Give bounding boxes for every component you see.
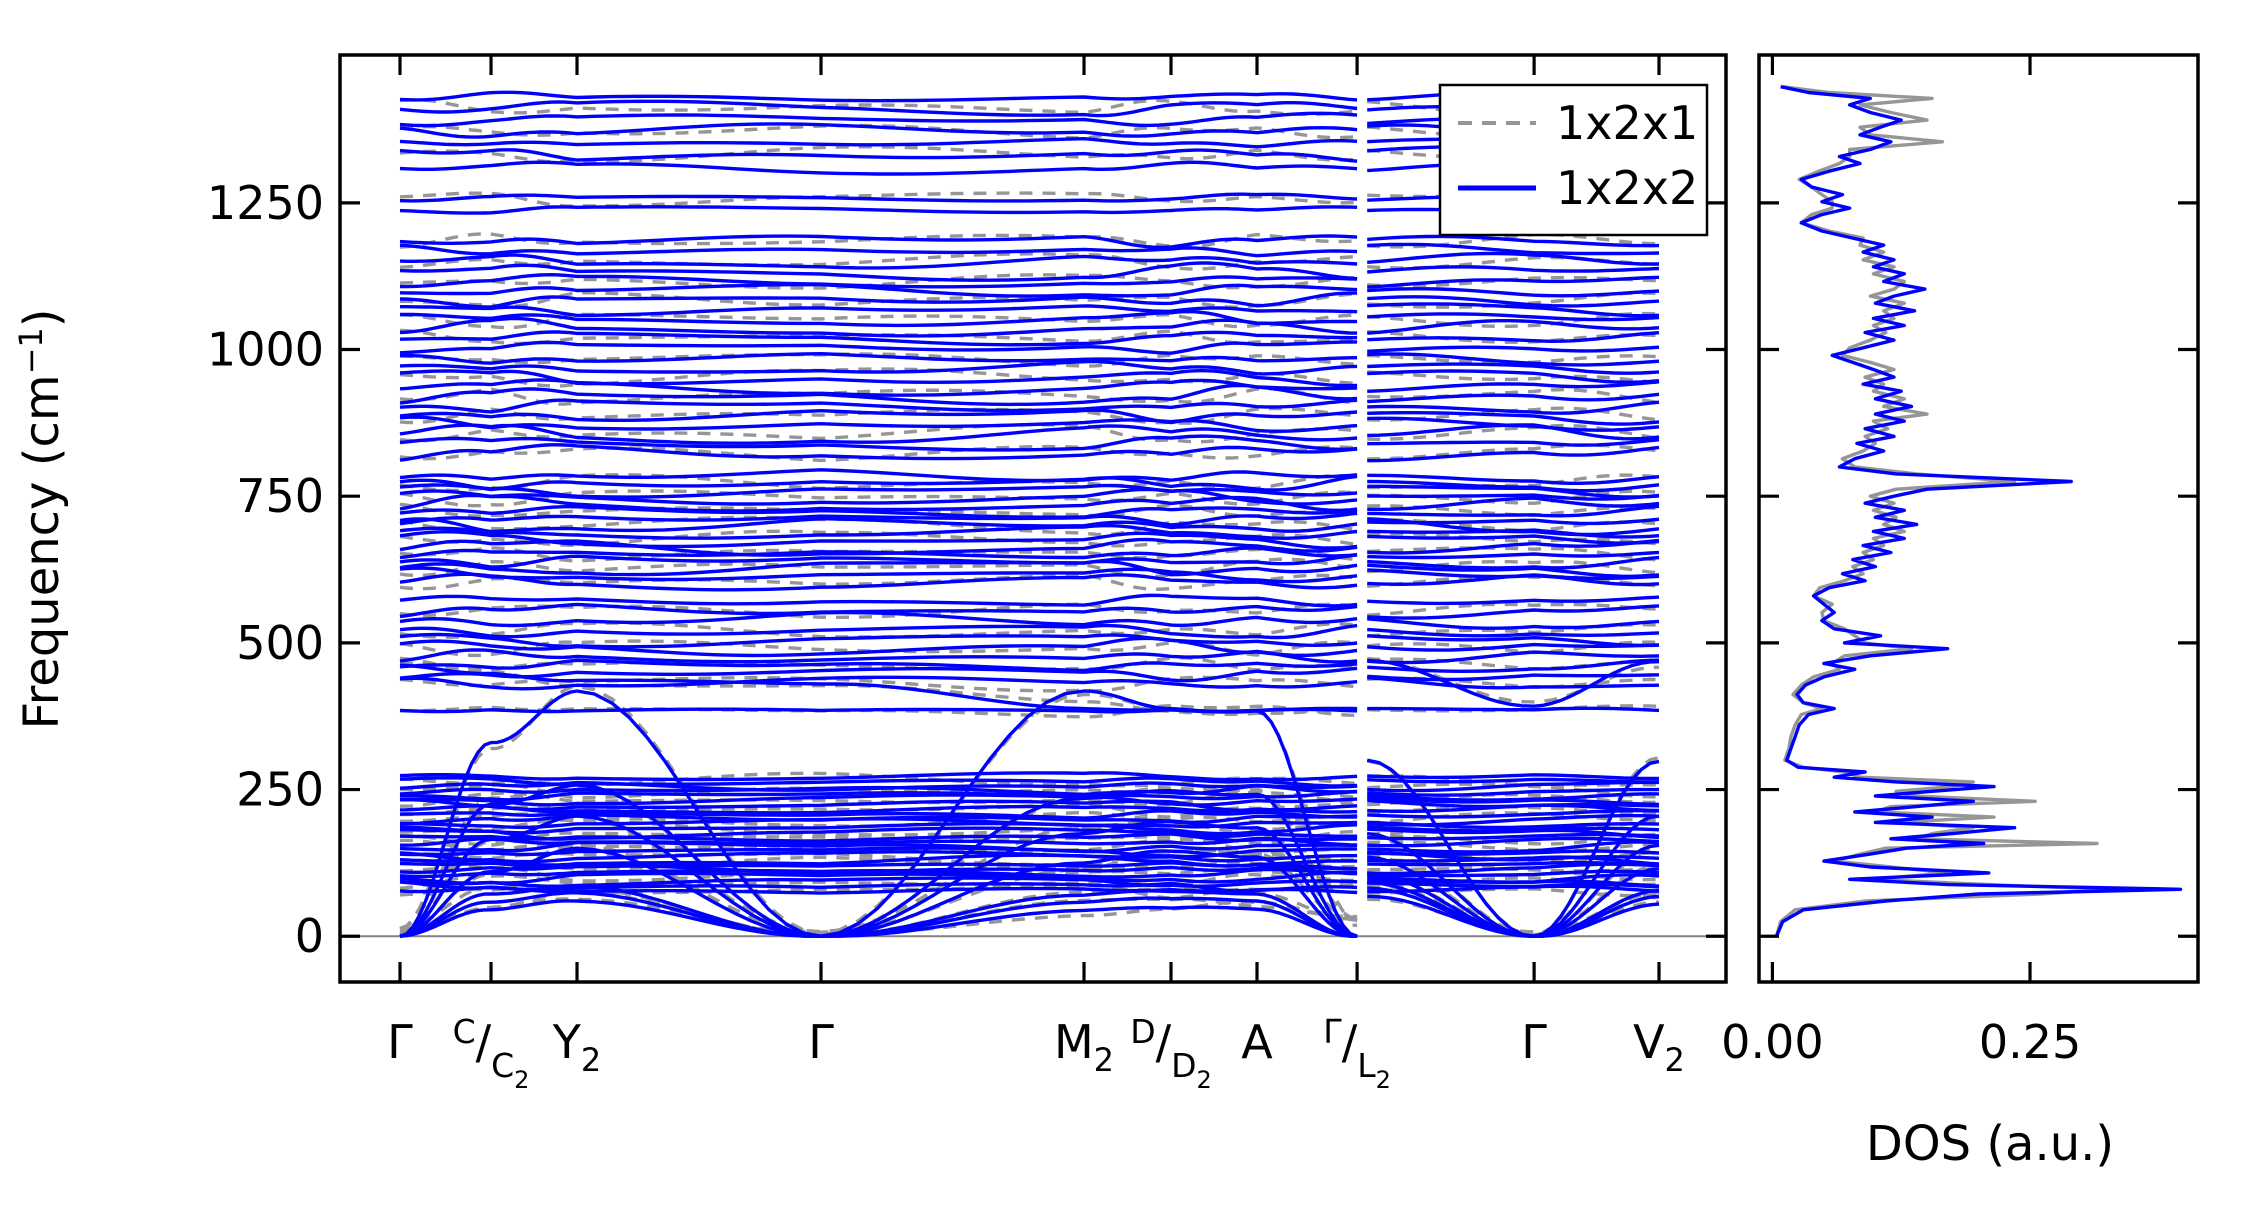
y-tick-label: 0 [295,909,324,963]
band-line-1x2x2 [399,813,1660,827]
band-line-1x2x2 [399,359,1660,376]
legend-label-1x2x1: 1x2x1 [1556,96,1698,150]
band-line-1x2x2 [399,234,1660,249]
band-line-1x2x1 [399,529,1660,548]
y-axis-label: Frequency (cm−1) [12,308,70,729]
band-line-1x2x2 [399,840,1660,854]
k-point-label: Y2 [552,1015,601,1079]
band-line-1x2x2 [399,352,1660,367]
band-line-1x2x2 [399,330,1660,347]
band-line-1x2x2 [399,368,1660,388]
y-tick-label: 750 [236,469,324,523]
band-line-1x2x2 [399,821,1660,836]
band-line-1x2x2 [399,675,1660,691]
dos-tick-label: 0.00 [1721,1015,1823,1069]
band-panel-frame [338,53,1728,984]
band-line-1x2x2 [399,434,1660,452]
k-point-label: D/D2 [1130,1012,1212,1094]
band-line-1x2x2 [399,474,1660,493]
band-line-1x2x2 [399,566,1660,584]
band-line-1x2x2 [399,504,1660,519]
band-line-1x2x2 [399,273,1660,289]
dos-x-axis-label: DOS (a.u.) [1866,1116,2114,1172]
dos-curve-1x2x2 [1774,85,2183,937]
band-line-1x2x2 [399,398,1660,415]
band-line-1x2x1 [400,290,1660,309]
band-line-1x2x2 [399,553,1660,570]
legend-box [1438,83,1709,237]
axis-ticks [340,55,2198,982]
band-line-1x2x2 [399,415,1660,433]
band-line-1x2x2 [399,530,1660,550]
band-line-1x2x2 [399,283,1660,298]
legend-label-1x2x2: 1x2x2 [1556,161,1698,215]
dos-panel-content [1774,85,2183,937]
band-line-1x2x2 [399,408,1660,426]
dos-panel-frame [1757,53,2200,984]
k-point-label: C/C2 [453,1012,530,1094]
band-line-1x2x1 [399,311,1660,330]
band-line-1x2x2 [399,658,1660,673]
band-line-1x2x2 [399,602,1660,620]
band-line-1x2x2 [399,378,1660,397]
k-point-label: V2 [1633,1015,1685,1079]
band-line-1x2x2 [399,261,1660,282]
band-line-1x2x2 [399,242,1660,258]
band-line-1x2x2 [399,610,1660,630]
dos-tick-label: 0.25 [1979,1015,2081,1069]
k-point-label: Γ [808,1015,834,1069]
axis-tick-labels: 0 250 500 750 1000 1250 Γ C/C2 Y2 Γ M2D/D2 A Γ/L2 Γ V2… [207,176,2081,1094]
band-line-1x2x2 [399,632,1660,649]
band-line-1x2x2 [399,251,1660,270]
k-point-label: M2 [1054,1015,1114,1079]
band-line-1x2x2 [399,623,1660,640]
k-point-label: Γ [1521,1015,1547,1069]
y-tick-label: 1250 [207,176,324,230]
k-point-label: Γ/L2 [1323,1012,1391,1094]
k-point-label: Γ [387,1015,413,1069]
band-line-1x2x2 [399,443,1660,463]
y-tick-label: 500 [236,616,324,670]
k-point-label: A [1241,1015,1273,1069]
band-line-1x2x2 [399,340,1660,355]
band-line-1x2x2 [399,771,1659,782]
band-line-1x2x2 [400,309,1660,328]
band-line-1x2x2 [399,706,1660,714]
band-line-1x2x2 [400,302,1660,318]
band-line-1x2x2 [399,846,1660,859]
band-line-1x2x2 [399,593,1660,608]
band-line-1x2x2 [399,487,1660,506]
band-line-1x2x2 [399,468,1660,485]
band-line-1x2x2 [399,546,1660,560]
band-line-1x2x2 [399,790,1660,802]
y-tick-label: 1000 [207,323,324,377]
band-line-1x2x2 [399,511,1660,527]
legend: 1x2x1 1x2x2 [1438,83,1709,237]
band-line-1x2x2 [399,776,1659,788]
bands-1x2x2 [399,90,1660,938]
band-line-1x2x2 [399,291,1660,309]
y-tick-label: 250 [236,763,324,817]
